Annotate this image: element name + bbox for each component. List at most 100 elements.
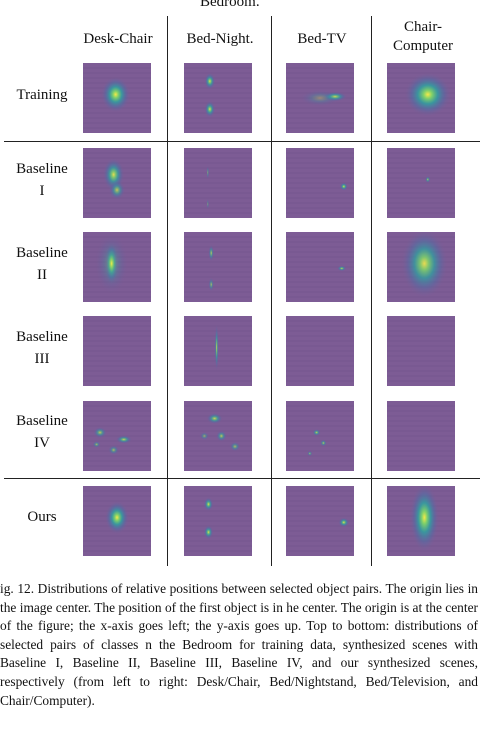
heatmap-blob (92, 440, 101, 448)
heatmap-svg (387, 316, 455, 386)
row-label-line: I (39, 183, 45, 199)
heatmap-blob (215, 430, 227, 442)
heatmap-blob (404, 72, 452, 117)
column-divider (371, 16, 372, 566)
row-label-line: Baseline (16, 329, 68, 345)
heatmap-panel (83, 63, 151, 133)
heatmap-panel (83, 316, 151, 386)
heatmap-panel (286, 401, 354, 471)
row-label-line: IV (34, 435, 50, 451)
heatmap-blob (409, 486, 440, 553)
heatmap-blob (214, 323, 219, 372)
heatmap-blob (307, 450, 313, 457)
heatmap-panel (286, 316, 354, 386)
heatmap-blob (100, 76, 131, 113)
heatmap-blob (400, 232, 449, 299)
heatmap-blob (206, 165, 210, 180)
figure-grid: Bedroom. Desk-Chair Bed-Night. Bed-TV Ch… (0, 0, 480, 566)
heatmap-blob (115, 435, 132, 444)
heatmap-svg (83, 232, 151, 302)
heatmap-svg (184, 232, 252, 302)
heatmap-svg (286, 316, 354, 386)
heatmap-panel (387, 148, 455, 218)
heatmap-svg (387, 148, 455, 218)
heatmap-svg (387, 486, 455, 556)
heatmap-blob (204, 72, 216, 90)
heatmap-blob (93, 426, 107, 439)
caption-text: ig. 12. Distributions of relative positi… (0, 581, 478, 708)
row-divider (4, 478, 480, 479)
heatmap-svg (387, 401, 455, 471)
column-header-line: Computer (393, 38, 453, 54)
heatmap-blob (206, 198, 210, 210)
heatmap-svg (184, 63, 252, 133)
figure-supertitle: Bedroom. (200, 0, 260, 10)
heatmap-panel (184, 63, 252, 133)
row-label-line: Baseline (16, 161, 68, 177)
row-divider (4, 141, 480, 142)
heatmap-panel (387, 63, 455, 133)
heatmap-blob (108, 445, 120, 455)
heatmap-svg (184, 486, 252, 556)
column-header-bed-night: Bed-Night. (186, 31, 254, 47)
heatmap-svg (184, 148, 252, 218)
column-header-desk-chair: Desk-Chair (83, 31, 153, 47)
heatmap-blob (425, 176, 431, 183)
row-label-line: Baseline (16, 413, 68, 429)
heatmap-panel (184, 232, 252, 302)
heatmap-panel (286, 63, 354, 133)
row-label-baseline-i: Baseline I (0, 158, 84, 202)
heatmap-svg (83, 486, 151, 556)
heatmap-blob (204, 100, 216, 118)
heatmap-panel (286, 486, 354, 556)
heatmap-blob (312, 429, 321, 436)
heatmap-svg (286, 148, 354, 218)
column-header-line: Chair- (403, 19, 443, 35)
heatmap-svg (184, 401, 252, 471)
row-label-baseline-iv: Baseline IV (0, 410, 84, 454)
heatmap-svg (83, 316, 151, 386)
heatmap-svg (286, 486, 354, 556)
heatmap-svg (83, 148, 151, 218)
heatmap-blob (203, 497, 214, 512)
heatmap-blob (104, 500, 130, 535)
heatmap-panel (184, 148, 252, 218)
row-label-line: II (37, 267, 47, 283)
heatmap-svg (387, 232, 455, 302)
column-divider (167, 16, 168, 566)
heatmap-panel (387, 316, 455, 386)
heatmap-blob (339, 182, 348, 191)
heatmap-panel (83, 232, 151, 302)
row-label-baseline-iii: Baseline III (0, 326, 84, 370)
heatmap-panel (184, 316, 252, 386)
figure-caption: ig. 12. Distributions of relative positi… (0, 580, 478, 710)
heatmap-blob (208, 244, 214, 262)
heatmap-panel (184, 486, 252, 556)
heatmap-panel (83, 401, 151, 471)
heatmap-svg (286, 232, 354, 302)
heatmap-panel (83, 486, 151, 556)
heatmap-blob (229, 441, 241, 452)
heatmap-blob (199, 431, 210, 441)
heatmap-blob (203, 525, 214, 540)
heatmap-panel (387, 232, 455, 302)
heatmap-blob (299, 89, 341, 107)
heatmap-svg (83, 401, 151, 471)
heatmap-blob (338, 517, 350, 528)
heatmap-svg (286, 401, 354, 471)
heatmap-svg (83, 63, 151, 133)
heatmap-panel (286, 148, 354, 218)
row-label-baseline-ii: Baseline II (0, 242, 84, 286)
heatmap-blob (208, 277, 214, 292)
heatmap-blob (206, 412, 223, 425)
heatmap-panel (387, 486, 455, 556)
heatmap-panel (184, 401, 252, 471)
heatmap-blob (337, 265, 347, 272)
heatmap-blob (94, 232, 129, 295)
heatmap-blob (320, 439, 327, 447)
heatmap-panel (387, 401, 455, 471)
heatmap-panel (83, 148, 151, 218)
heatmap-panel (286, 232, 354, 302)
row-label-ours: Ours (27, 509, 57, 525)
heatmap-svg (184, 316, 252, 386)
